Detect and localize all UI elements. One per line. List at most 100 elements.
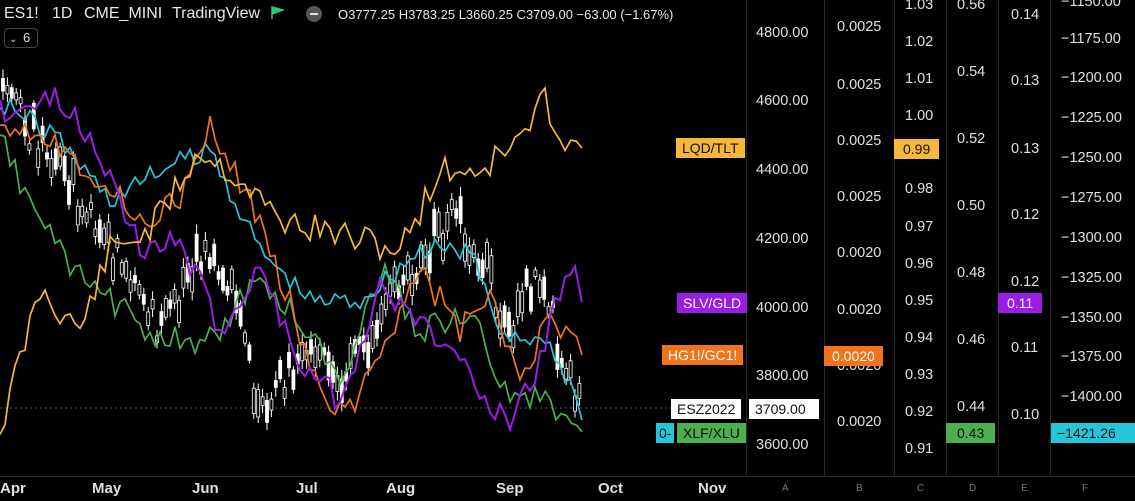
candle-body [317, 344, 322, 361]
candle-body [150, 299, 155, 310]
candle-body [212, 243, 217, 267]
candle-body [36, 148, 41, 168]
scale-tick: 1.00 [905, 108, 934, 124]
candle-body [67, 180, 71, 205]
candle-body [436, 211, 441, 238]
candle-body [194, 233, 199, 262]
esz-price-badge: 3709.00 [749, 399, 819, 419]
chart-header: ES1! 1D CME_MINI TradingView O3777.25 H3… [0, 0, 745, 28]
candle-body [146, 311, 151, 326]
month-tick: Jul [296, 480, 318, 497]
candle-body [564, 368, 569, 380]
candle-body [568, 360, 573, 379]
scale-tick: 0.93 [905, 367, 934, 383]
scale-tick: 0.0025 [837, 19, 882, 35]
scale-tick: 0.46 [957, 332, 986, 348]
candle-body [14, 92, 19, 101]
scale-tick: 0.95 [905, 293, 934, 309]
candle-body [93, 228, 98, 237]
candle-body [260, 396, 265, 406]
hide-indicators-button[interactable] [306, 6, 322, 22]
slv-gld-line [0, 87, 583, 433]
price-scale-c[interactable]: 0.56 0.54 0.52 0.50 0.48 0.46 0.44 [947, 0, 998, 476]
scale-tick: 0.97 [905, 219, 934, 235]
scale-tick: 0.0020 [837, 245, 882, 261]
candlestick-series [1, 69, 582, 430]
candle-body [419, 244, 423, 269]
interval-label[interactable]: 1D [52, 5, 73, 22]
scale-tick: 0.54 [957, 64, 986, 80]
source-label: TradingView [172, 5, 261, 22]
candle-body [128, 279, 133, 293]
candle-body [401, 274, 406, 286]
month-tick: Jun [192, 480, 219, 497]
scale-tick: −1175.00 [1061, 31, 1121, 47]
scale-tick: 0.11 [1011, 340, 1039, 356]
candle-body [84, 211, 89, 224]
scale-b-value-badge: 0.99 [894, 139, 940, 159]
price-chart[interactable] [0, 0, 745, 476]
indicators-collapse-button[interactable]: ⌄ 6 [4, 28, 38, 48]
candle-body [383, 293, 388, 311]
scale-tick: 1.03 [905, 0, 934, 13]
symbol-label[interactable]: ES1! [4, 5, 39, 22]
candle-body [45, 152, 49, 160]
candle-body [221, 267, 225, 291]
scale-tick: 1.01 [905, 71, 934, 87]
candle-body [168, 299, 173, 309]
scale-tick: 0.94 [905, 330, 934, 346]
candle-body [379, 303, 384, 325]
time-axis[interactable]: Apr May Jun Jul Aug Sep Oct Nov A B C D E F [0, 476, 1135, 501]
candle-body [181, 266, 186, 289]
candle-body [62, 155, 67, 182]
scale-letter: E [1021, 483, 1028, 494]
candle-body [49, 157, 54, 178]
candle-body [97, 219, 102, 243]
price-scale-a[interactable]: 0.0025 0.0025 0.0025 0.0025 0.0020 0.0020 0.00… [825, 0, 894, 476]
candle-body [207, 257, 212, 270]
candle-body [273, 380, 278, 388]
scale-tick: 0.56 [957, 0, 986, 13]
candle-body [309, 339, 313, 355]
candle-body [9, 87, 14, 99]
candle-body [216, 271, 221, 280]
candle-body [529, 286, 533, 312]
scale-tick: 0.0025 [837, 189, 882, 205]
flag-icon[interactable] [270, 6, 286, 20]
xlf-xlu-line [0, 134, 583, 433]
candle-body [542, 276, 547, 300]
price-scale-d[interactable]: 0.14 0.13 0.13 0.12 0.12 0.11 0.10 [999, 0, 1050, 476]
scale-tick: 4800.00 [756, 25, 809, 41]
main-price-scale[interactable]: 4800.00 4600.00 4400.00 4200.00 4000.00 3800.… [746, 0, 824, 476]
candle-body [5, 85, 10, 95]
scale-letter: B [856, 483, 863, 494]
scale-tick: 0.0020 [837, 302, 882, 318]
candle-body [577, 383, 582, 399]
scale-tick: 3800.00 [756, 368, 809, 384]
candle-body [291, 369, 296, 390]
candle-body [53, 148, 58, 170]
candle-body [124, 260, 129, 279]
candle-body [375, 319, 379, 339]
hg-gc-line [0, 116, 583, 416]
candle-body [489, 255, 494, 284]
candle-body [119, 262, 124, 275]
price-scale-b[interactable]: 1.03 1.02 1.01 1.00 0.98 0.97 0.96 0.95 0.94 0.93… [895, 0, 946, 476]
scale-tick: 0.98 [905, 181, 934, 197]
scale-tick: −1300.00 [1061, 230, 1122, 246]
lqd-tlt-label: LQD/TLT [676, 138, 745, 158]
candle-body [520, 291, 525, 314]
month-tick: Aug [386, 480, 416, 497]
price-scale-e[interactable]: −1150.00 −1175.00 −1200.00 −1225.00 −1250.00… [1051, 0, 1135, 476]
scale-tick: −1225.00 [1061, 110, 1122, 126]
candle-body [441, 233, 445, 261]
candle-body [71, 157, 76, 185]
candle-body [256, 389, 261, 418]
candle-body [287, 351, 291, 369]
scale-letter: A [782, 483, 789, 494]
scale-tick: 0.50 [957, 198, 986, 214]
candle-body [27, 143, 32, 151]
candle-body [300, 342, 305, 362]
candle-body [326, 351, 331, 381]
candle-body [278, 359, 283, 380]
